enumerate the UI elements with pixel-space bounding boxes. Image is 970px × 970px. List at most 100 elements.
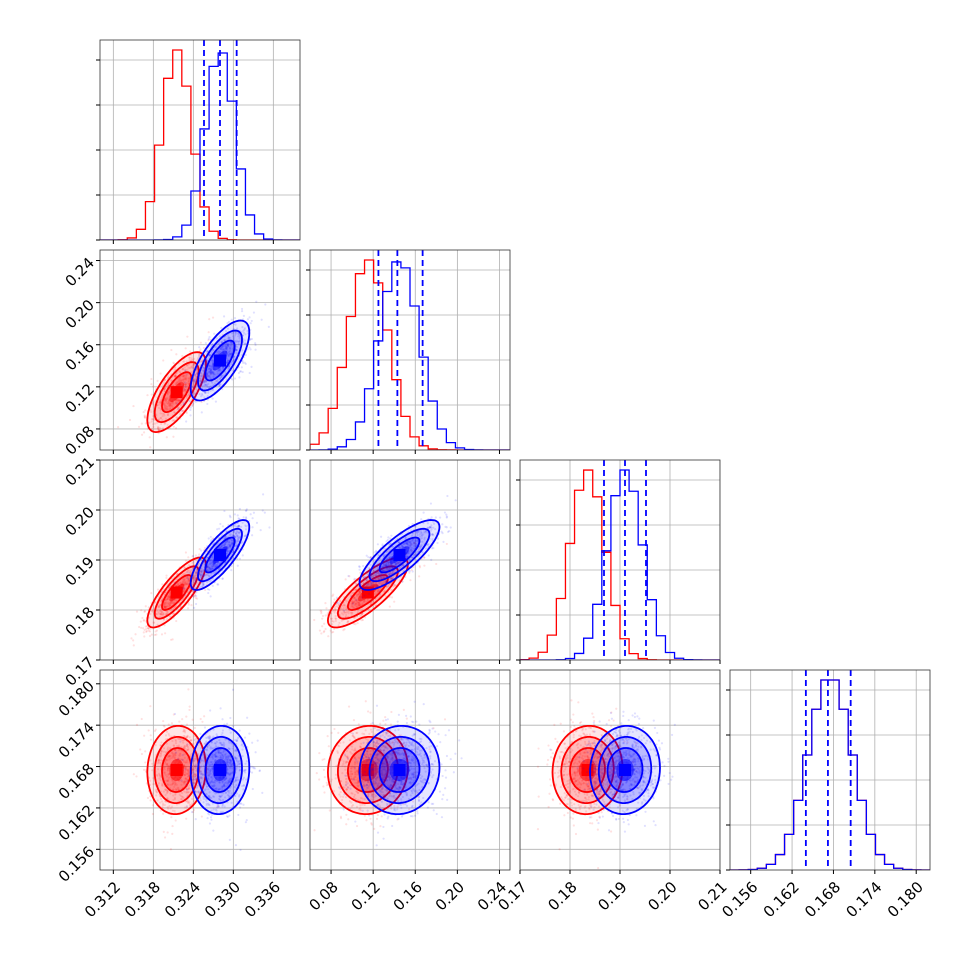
scatter-point-red xyxy=(382,580,385,583)
scatter-point-blue xyxy=(211,359,214,362)
scatter-point-blue xyxy=(427,554,430,557)
scatter-point-blue xyxy=(202,369,205,373)
scatter-point-red xyxy=(334,608,337,611)
scatter-point-red xyxy=(363,601,366,604)
scatter-point-red xyxy=(167,400,170,403)
scatter-point-red xyxy=(183,378,186,381)
scatter-point-blue xyxy=(217,342,220,345)
scatter-point-blue xyxy=(210,559,213,562)
scatter-point-blue xyxy=(264,303,267,306)
scatter-point-blue xyxy=(426,531,429,534)
scatter-point-red xyxy=(182,578,185,581)
scatter-point-red xyxy=(153,633,157,637)
scatter-point-red xyxy=(342,609,345,612)
scatter-point-blue xyxy=(188,589,191,592)
scatter-point-red xyxy=(145,630,148,634)
scatter-point-red xyxy=(185,395,189,398)
scatter-point-red xyxy=(163,379,167,382)
scatter-point-blue xyxy=(364,578,368,581)
scatter-point-blue xyxy=(395,563,398,566)
scatter-point-blue xyxy=(419,545,422,548)
scatter-point-blue xyxy=(217,536,220,540)
scatter-point-blue xyxy=(184,381,187,384)
scatter-point-red xyxy=(385,585,388,589)
scatter-point-red xyxy=(166,393,169,396)
scatter-point-red xyxy=(355,601,359,604)
scatter-point-red xyxy=(377,572,380,575)
scatter-point-red xyxy=(172,435,175,438)
scatter-point-blue xyxy=(387,565,391,568)
scatter-point-red xyxy=(353,596,356,599)
scatter-point-blue xyxy=(207,591,210,595)
scatter-point-blue xyxy=(219,522,222,526)
scatter-point-red xyxy=(146,796,150,800)
scatter-point-blue xyxy=(400,546,403,549)
scatter-point-blue xyxy=(420,531,423,534)
scatter-point-blue xyxy=(207,565,210,569)
scatter-point-blue xyxy=(388,566,391,569)
scatter-point-red xyxy=(192,363,195,366)
scatter-point-red xyxy=(169,604,172,607)
scatter-point-red xyxy=(330,617,333,620)
scatter-point-blue xyxy=(200,375,203,378)
scatter-point-red xyxy=(150,427,153,430)
scatter-point-blue xyxy=(225,346,229,349)
scatter-point-red xyxy=(181,375,184,378)
scatter-point-blue xyxy=(234,332,237,335)
scatter-point-red xyxy=(354,601,357,605)
scatter-point-red xyxy=(334,609,337,612)
scatter-point-blue xyxy=(424,531,427,534)
scatter-point-blue xyxy=(212,370,215,374)
scatter-point-blue xyxy=(382,569,386,572)
scatter-point-blue xyxy=(442,540,445,544)
scatter-point-red xyxy=(152,403,155,406)
scatter-point-blue xyxy=(430,528,433,531)
scatter-point-red xyxy=(379,582,382,585)
scatter-point-red xyxy=(351,600,354,603)
scatter-point-red xyxy=(351,611,354,615)
scatter-point-blue xyxy=(194,386,197,389)
scatter-point-blue xyxy=(202,583,205,586)
scatter-point-red xyxy=(165,576,168,580)
scatter-point-red xyxy=(154,630,157,633)
scatter-point-blue xyxy=(432,534,435,537)
scatter-point-red xyxy=(344,611,348,614)
scatter-point-red xyxy=(359,571,362,574)
scatter-point-blue xyxy=(221,345,225,348)
scatter-point-red xyxy=(377,577,380,580)
scatter-point-red xyxy=(164,598,168,601)
scatter-point-red xyxy=(413,553,416,557)
scatter-point-red xyxy=(324,627,327,631)
scatter-point-blue xyxy=(203,380,206,383)
scatter-point-blue xyxy=(199,574,202,577)
scatter-point-blue xyxy=(215,345,218,348)
scatter-point-blue xyxy=(202,582,205,585)
scatter-point-red xyxy=(360,613,363,616)
panel-frame xyxy=(99,39,301,241)
scatter-point-blue xyxy=(219,346,222,350)
scatter-point-blue xyxy=(369,581,372,584)
scatter-point-blue xyxy=(207,566,211,569)
scatter-point-red xyxy=(166,396,169,399)
scatter-point-red xyxy=(372,569,375,572)
scatter-point-red xyxy=(389,567,392,570)
scatter-point-red xyxy=(145,627,148,630)
scatter-point-red xyxy=(168,602,172,605)
scatter-point-blue xyxy=(373,570,376,574)
scatter-point-blue xyxy=(398,546,402,550)
scatter-point-red xyxy=(163,618,166,621)
scatter-point-blue xyxy=(222,339,225,342)
scatter-point-blue xyxy=(236,536,239,539)
scatter-point-blue xyxy=(237,332,240,335)
scatter-point-red xyxy=(174,599,178,602)
scatter-point-blue xyxy=(242,329,245,332)
scatter-point-blue xyxy=(393,564,397,567)
scatter-point-blue xyxy=(384,563,387,567)
scatter-point-red xyxy=(172,425,175,428)
scatter-point-red xyxy=(193,577,196,580)
scatter-point-red xyxy=(164,602,167,605)
scatter-point-red xyxy=(181,581,185,585)
scatter-point-red xyxy=(187,688,190,691)
scatter-point-red xyxy=(184,377,187,380)
scatter-point-blue xyxy=(393,565,396,568)
